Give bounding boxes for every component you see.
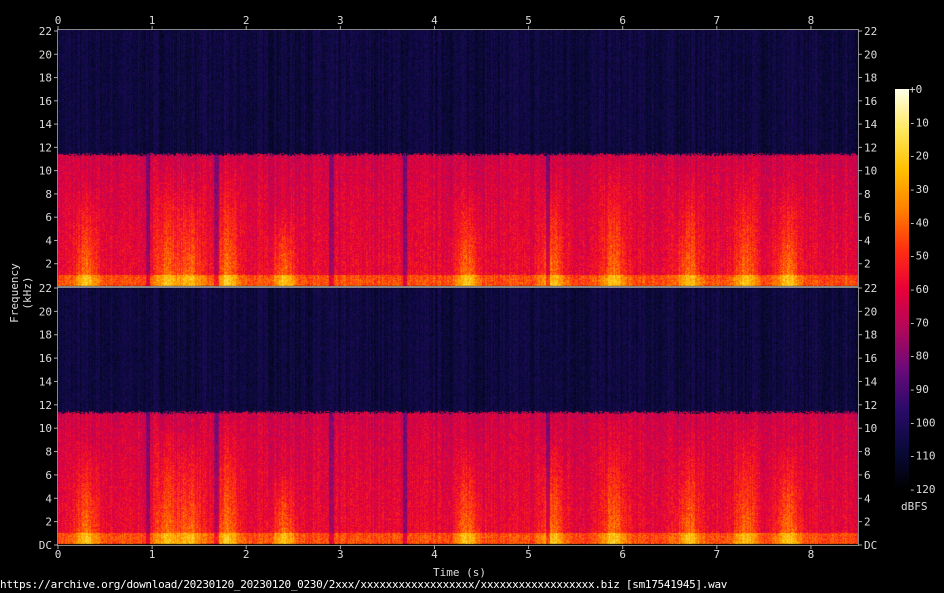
y-tick-label-right-bottom: 18 <box>864 329 877 342</box>
y-tick-label-left-bottom: 10 <box>39 422 52 435</box>
x-tick-label-top: 8 <box>808 14 815 27</box>
y-tick-label-right-bottom: 16 <box>864 352 877 365</box>
y-tick-label-right-bottom: 8 <box>864 446 871 459</box>
bottom-channel-frame <box>57 287 859 546</box>
x-tick-label-bottom: 6 <box>619 548 626 561</box>
y-tick-label-left-top: 12 <box>39 141 52 154</box>
y-tick-label-right-bottom: 4 <box>864 492 871 505</box>
y-tick-label-right-top: 8 <box>864 188 871 201</box>
x-tick-label-top: 7 <box>714 14 721 27</box>
x-tick-label-bottom: 5 <box>525 548 532 561</box>
file-url-caption: https://archive.org/download/20230120_20… <box>0 578 728 591</box>
y-tick-label-right-bottom: 12 <box>864 399 877 412</box>
x-tick-label-bottom: 4 <box>431 548 438 561</box>
x-tick-label-top: 0 <box>55 14 62 27</box>
x-tick-label-bottom: 8 <box>808 548 815 561</box>
y-tick-label-right-bottom: DC <box>864 539 877 552</box>
colorbar-tick-label: -80 <box>909 350 929 363</box>
y-tick-label-left-bottom: DC <box>39 539 52 552</box>
y-tick-label-left-bottom: 6 <box>45 469 52 482</box>
y-tick-label-right-top: 12 <box>864 141 877 154</box>
x-tick-label-top: 1 <box>149 14 156 27</box>
colorbar-tick-label: -10 <box>909 116 929 129</box>
colorbar-tick-label: -110 <box>909 450 936 463</box>
y-tick-label-right-top: 10 <box>864 165 877 178</box>
x-tick-label-bottom: 7 <box>714 548 721 561</box>
y-tick-label-right-bottom: 6 <box>864 469 871 482</box>
x-tick-label-top: 3 <box>337 14 344 27</box>
y-tick-label-left-bottom: 12 <box>39 399 52 412</box>
colorbar-tick-label: -90 <box>909 383 929 396</box>
x-tick-label-bottom: 0 <box>55 548 62 561</box>
x-axis-label: Time (s) <box>433 566 486 579</box>
colorbar-tick-label: -100 <box>909 416 936 429</box>
colorbar-tick-label: -50 <box>909 250 929 263</box>
y-tick-label-right-top: 16 <box>864 95 877 108</box>
y-tick-label-right-top: 4 <box>864 234 871 247</box>
x-tick-label-bottom: 1 <box>149 548 156 561</box>
y-axis-label: Frequency (kHz) <box>8 263 34 323</box>
y-tick-label-left-bottom: 16 <box>39 352 52 365</box>
y-tick-label-left-bottom: 8 <box>45 446 52 459</box>
y-tick-label-left-bottom: 14 <box>39 375 53 388</box>
y-tick-label-right-bottom: 22 <box>864 282 877 295</box>
colorbar-tick-label: -30 <box>909 183 929 196</box>
x-tick-label-top: 4 <box>431 14 438 27</box>
colorbar-tick-label: -60 <box>909 283 929 296</box>
y-tick-label-left-top: 4 <box>45 234 52 247</box>
y-tick-label-left-top: 18 <box>39 72 52 85</box>
y-tick-label-right-top: 20 <box>864 48 877 61</box>
x-tick-label-top: 5 <box>525 14 532 27</box>
y-tick-label-right-bottom: 2 <box>864 516 871 529</box>
y-tick-label-right-top: 22 <box>864 25 877 38</box>
y-tick-label-left-top: 8 <box>45 188 52 201</box>
x-tick-label-top: 2 <box>243 14 250 27</box>
y-tick-label-left-top: 22 <box>39 25 52 38</box>
top-channel-frame <box>57 29 859 287</box>
y-tick-label-left-top: 14 <box>39 118 53 131</box>
y-tick-label-right-top: 6 <box>864 211 871 224</box>
y-tick-label-left-bottom: 18 <box>39 329 52 342</box>
y-tick-label-left-bottom: 4 <box>45 492 52 505</box>
y-tick-label-left-top: 10 <box>39 165 52 178</box>
y-tick-label-right-bottom: 14 <box>864 375 878 388</box>
y-tick-label-right-top: 18 <box>864 72 877 85</box>
x-tick-label-top: 6 <box>619 14 626 27</box>
x-tick-label-bottom: 2 <box>243 548 250 561</box>
colorbar-tick-label: -20 <box>909 150 929 163</box>
y-tick-label-left-bottom: 2 <box>45 516 52 529</box>
y-tick-label-left-bottom: 20 <box>39 305 52 318</box>
y-tick-label-right-bottom: 20 <box>864 305 877 318</box>
y-tick-label-left-top: 2 <box>45 258 52 271</box>
colorbar-tick-label: -40 <box>909 216 929 229</box>
x-tick-label-bottom: 3 <box>337 548 344 561</box>
y-tick-label-right-top: 14 <box>864 118 878 131</box>
y-tick-label-right-bottom: 10 <box>864 422 877 435</box>
colorbar <box>895 89 909 489</box>
y-tick-label-left-top: 6 <box>45 211 52 224</box>
colorbar-tick-label: -70 <box>909 316 929 329</box>
y-tick-label-left-bottom: 22 <box>39 282 52 295</box>
y-tick-label-left-top: 16 <box>39 95 52 108</box>
colorbar-unit: dBFS <box>901 500 928 513</box>
y-tick-label-left-top: 20 <box>39 48 52 61</box>
y-tick-label-right-top: 2 <box>864 258 871 271</box>
colorbar-tick-label: +0 <box>909 83 922 96</box>
colorbar-tick-label: -120 <box>909 483 936 496</box>
